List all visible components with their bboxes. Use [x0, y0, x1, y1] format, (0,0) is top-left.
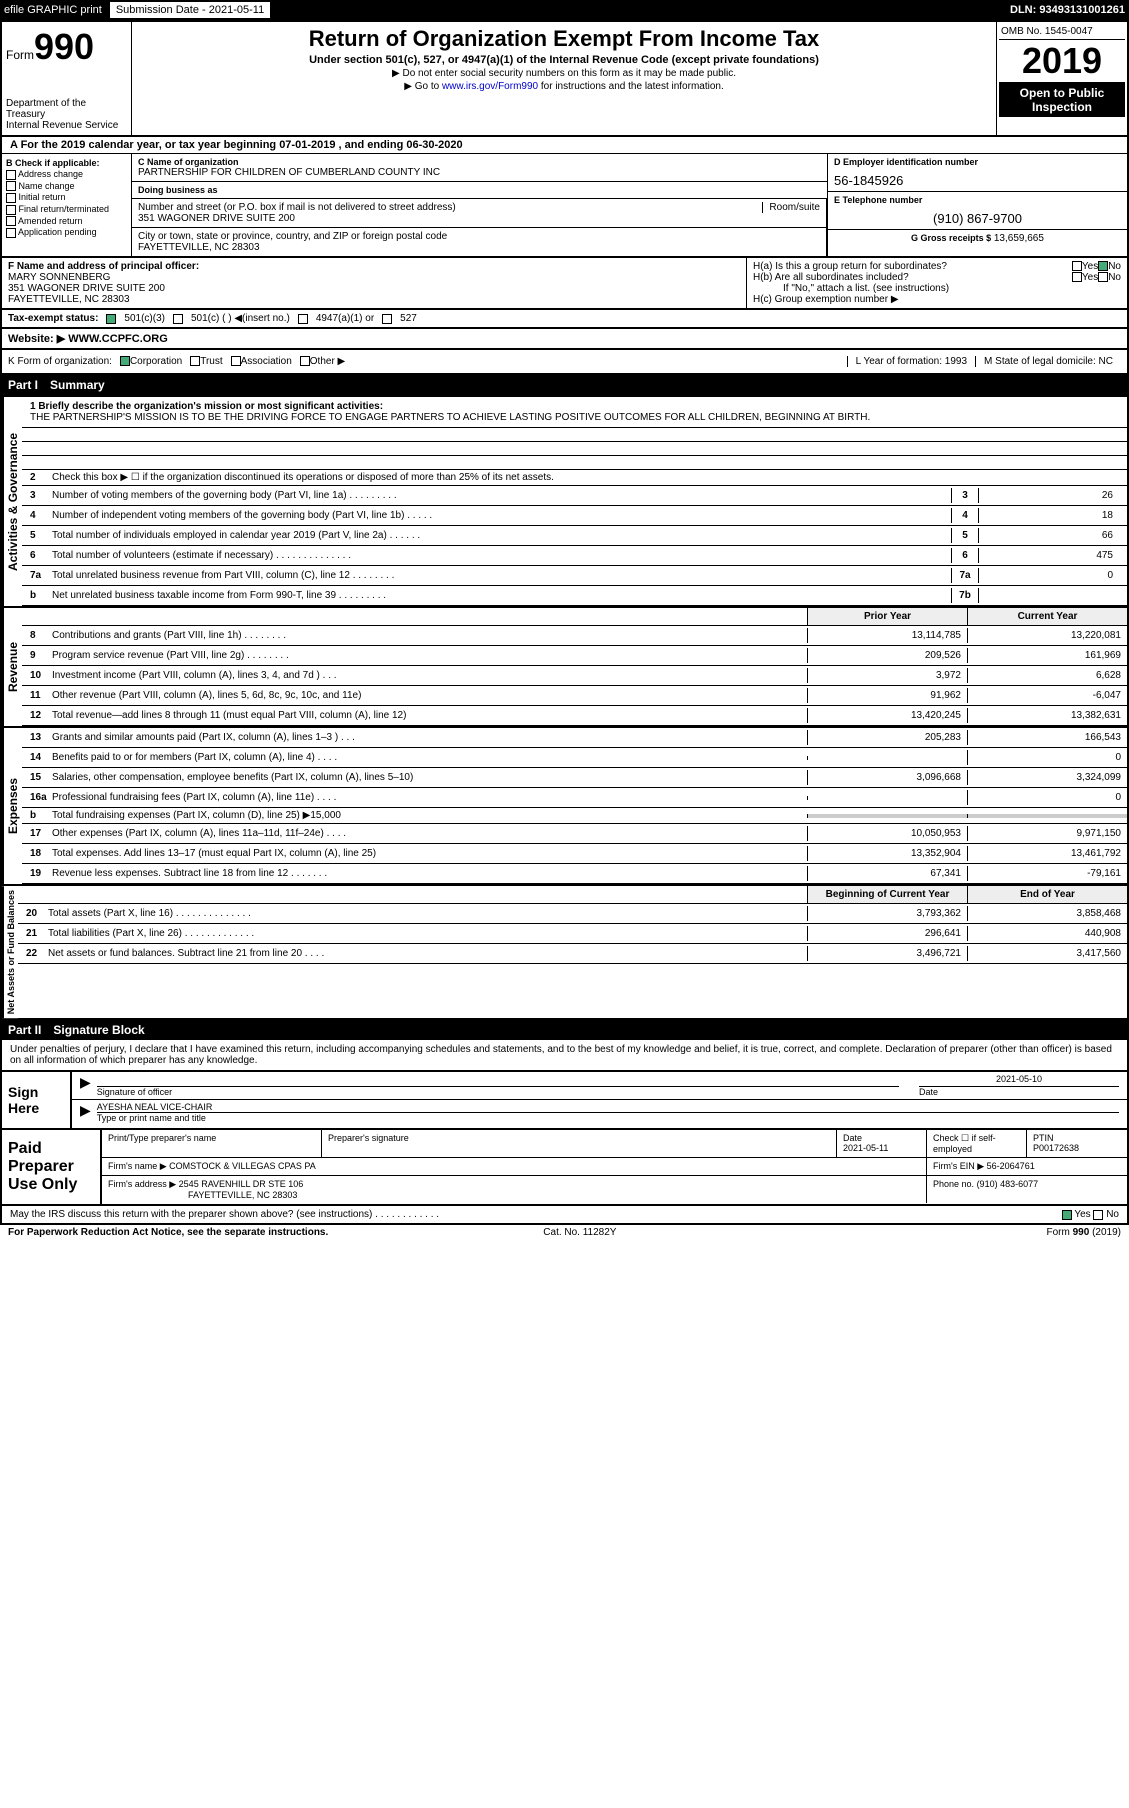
omb-number: OMB No. 1545-0047	[999, 24, 1125, 40]
firm-name: Firm's name ▶ COMSTOCK & VILLEGAS CPAS P…	[102, 1158, 927, 1175]
year-formation: L Year of formation: 1993	[847, 356, 975, 367]
data-row: 19Revenue less expenses. Subtract line 1…	[22, 864, 1127, 884]
data-row: 9Program service revenue (Part VIII, lin…	[22, 646, 1127, 666]
data-row: 22Net assets or fund balances. Subtract …	[18, 944, 1127, 964]
gov-row: 3Number of voting members of the governi…	[22, 486, 1127, 506]
section-b-header: B Check if applicable: Address change Na…	[0, 154, 1129, 258]
principal-officer: F Name and address of principal officer:…	[2, 258, 747, 308]
cat-no: Cat. No. 11282Y	[543, 1227, 616, 1238]
telephone-block: E Telephone number (910) 867-9700	[828, 192, 1127, 230]
tax-year: 2019	[999, 40, 1125, 83]
signature-intro: Under penalties of perjury, I declare th…	[0, 1040, 1129, 1072]
irs-link[interactable]: www.irs.gov/Form990	[442, 81, 538, 92]
city-address: City or town, state or province, country…	[132, 228, 826, 256]
ssn-notice: ▶ Do not enter social security numbers o…	[140, 68, 988, 79]
data-row: 10Investment income (Part VIII, column (…	[22, 666, 1127, 686]
gov-row: 7aTotal unrelated business revenue from …	[22, 566, 1127, 586]
dln-number: DLN: 93493131001261	[1010, 4, 1125, 16]
dba-block: Doing business as	[132, 182, 827, 199]
data-row: 14Benefits paid to or for members (Part …	[22, 748, 1127, 768]
expenses-label: Expenses	[2, 728, 22, 884]
gross-receipts: G Gross receipts $ 13,659,665	[828, 230, 1127, 247]
paperwork-notice: For Paperwork Reduction Act Notice, see …	[8, 1227, 328, 1238]
part-2-header: Part II Signature Block	[0, 1020, 1129, 1040]
top-bar: efile GRAPHIC print Submission Date - 20…	[0, 0, 1129, 20]
submission-date: Submission Date - 2021-05-11	[110, 2, 270, 18]
form-version: Form 990 (2019)	[1047, 1227, 1121, 1238]
arrow-icon: ▶	[80, 1102, 91, 1123]
period-row: A For the 2019 calendar year, or tax yea…	[0, 137, 1129, 154]
name-title-label: Type or print name and title	[97, 1112, 1119, 1123]
data-row: 18Total expenses. Add lines 13–17 (must …	[22, 844, 1127, 864]
sign-here-block: Sign Here ▶ Signature of officer 2021-05…	[0, 1072, 1129, 1130]
dept-treasury: Department of the Treasury Internal Reve…	[6, 98, 127, 131]
firm-phone: Phone no. (910) 483-6077	[927, 1176, 1127, 1203]
open-public-badge: Open to Public Inspection	[999, 83, 1125, 117]
officer-sig-label: Signature of officer	[97, 1086, 899, 1097]
state-domicile: M State of legal domicile: NC	[975, 356, 1121, 367]
prep-sig-hdr: Preparer's signature	[322, 1130, 837, 1157]
form-number: Form990	[6, 26, 127, 68]
gov-row: 4Number of independent voting members of…	[22, 506, 1127, 526]
data-row: 11Other revenue (Part VIII, column (A), …	[22, 686, 1127, 706]
prep-name-hdr: Print/Type preparer's name	[102, 1130, 322, 1157]
box-b: B Check if applicable: Address change Na…	[2, 154, 132, 256]
website-row: Website: ▶ WWW.CCPFC.ORG	[0, 329, 1129, 350]
form-org-row: K Form of organization: Corporation Trus…	[0, 350, 1129, 375]
goto-line: ▶ Go to www.irs.gov/Form990 for instruct…	[140, 81, 988, 92]
governance-label: Activities & Governance	[2, 397, 22, 606]
part-1-header: Part I Summary	[0, 375, 1129, 395]
form-subtitle: Under section 501(c), 527, or 4947(a)(1)…	[140, 54, 988, 66]
netassets-header: Beginning of Current Year End of Year	[18, 886, 1127, 904]
ein-block: D Employer identification number 56-1845…	[828, 154, 1127, 192]
org-name-block: C Name of organization PARTNERSHIP FOR C…	[132, 154, 827, 182]
data-row: 13Grants and similar amounts paid (Part …	[22, 728, 1127, 748]
street-address: Number and street (or P.O. box if mail i…	[132, 199, 826, 228]
firm-ein: Firm's EIN ▶ 56-2064761	[927, 1158, 1127, 1175]
gov-row: 6Total number of volunteers (estimate if…	[22, 546, 1127, 566]
data-row: 17Other expenses (Part IX, column (A), l…	[22, 824, 1127, 844]
data-row: 21Total liabilities (Part X, line 26) . …	[18, 924, 1127, 944]
gov-row: 5Total number of individuals employed in…	[22, 526, 1127, 546]
prep-date: Date2021-05-11	[837, 1130, 927, 1157]
data-row: bTotal fundraising expenses (Part IX, co…	[22, 808, 1127, 824]
data-row: 20Total assets (Part X, line 16) . . . .…	[18, 904, 1127, 924]
arrow-icon: ▶	[80, 1074, 91, 1097]
data-row: 8Contributions and grants (Part VIII, li…	[22, 626, 1127, 646]
preparer-block: Paid Preparer Use Only Print/Type prepar…	[0, 1130, 1129, 1206]
form-header: Form990 Department of the Treasury Inter…	[0, 20, 1129, 137]
discuss-row: May the IRS discuss this return with the…	[0, 1206, 1129, 1225]
revenue-header: Prior Year Current Year	[22, 608, 1127, 626]
ptin: PTINP00172638	[1027, 1130, 1127, 1157]
gov-row: bNet unrelated business taxable income f…	[22, 586, 1127, 606]
firm-address: Firm's address ▶ 2545 RAVENHILL DR STE 1…	[102, 1176, 927, 1203]
tax-status-row: Tax-exempt status: 501(c)(3) 501(c) ( ) …	[0, 310, 1129, 329]
mission-block: 1 Briefly describe the organization's mi…	[22, 397, 1127, 428]
form-title: Return of Organization Exempt From Incom…	[140, 26, 988, 52]
data-row: 12Total revenue—add lines 8 through 11 (…	[22, 706, 1127, 726]
footer: For Paperwork Reduction Act Notice, see …	[0, 1225, 1129, 1240]
part-1-body: Activities & Governance 1 Briefly descri…	[0, 395, 1129, 1020]
self-employed: Check ☐ if self-employed	[927, 1130, 1027, 1157]
efile-label[interactable]: efile GRAPHIC print	[4, 4, 102, 16]
group-return: H(a) Is this a group return for subordin…	[747, 258, 1127, 308]
netassets-label: Net Assets or Fund Balances	[2, 886, 18, 1018]
row-fgh: F Name and address of principal officer:…	[0, 258, 1129, 310]
revenue-label: Revenue	[2, 608, 22, 726]
data-row: 16aProfessional fundraising fees (Part I…	[22, 788, 1127, 808]
sig-date-label: Date	[919, 1086, 1119, 1097]
gov-row: 2Check this box ▶ ☐ if the organization …	[22, 470, 1127, 486]
data-row: 15Salaries, other compensation, employee…	[22, 768, 1127, 788]
